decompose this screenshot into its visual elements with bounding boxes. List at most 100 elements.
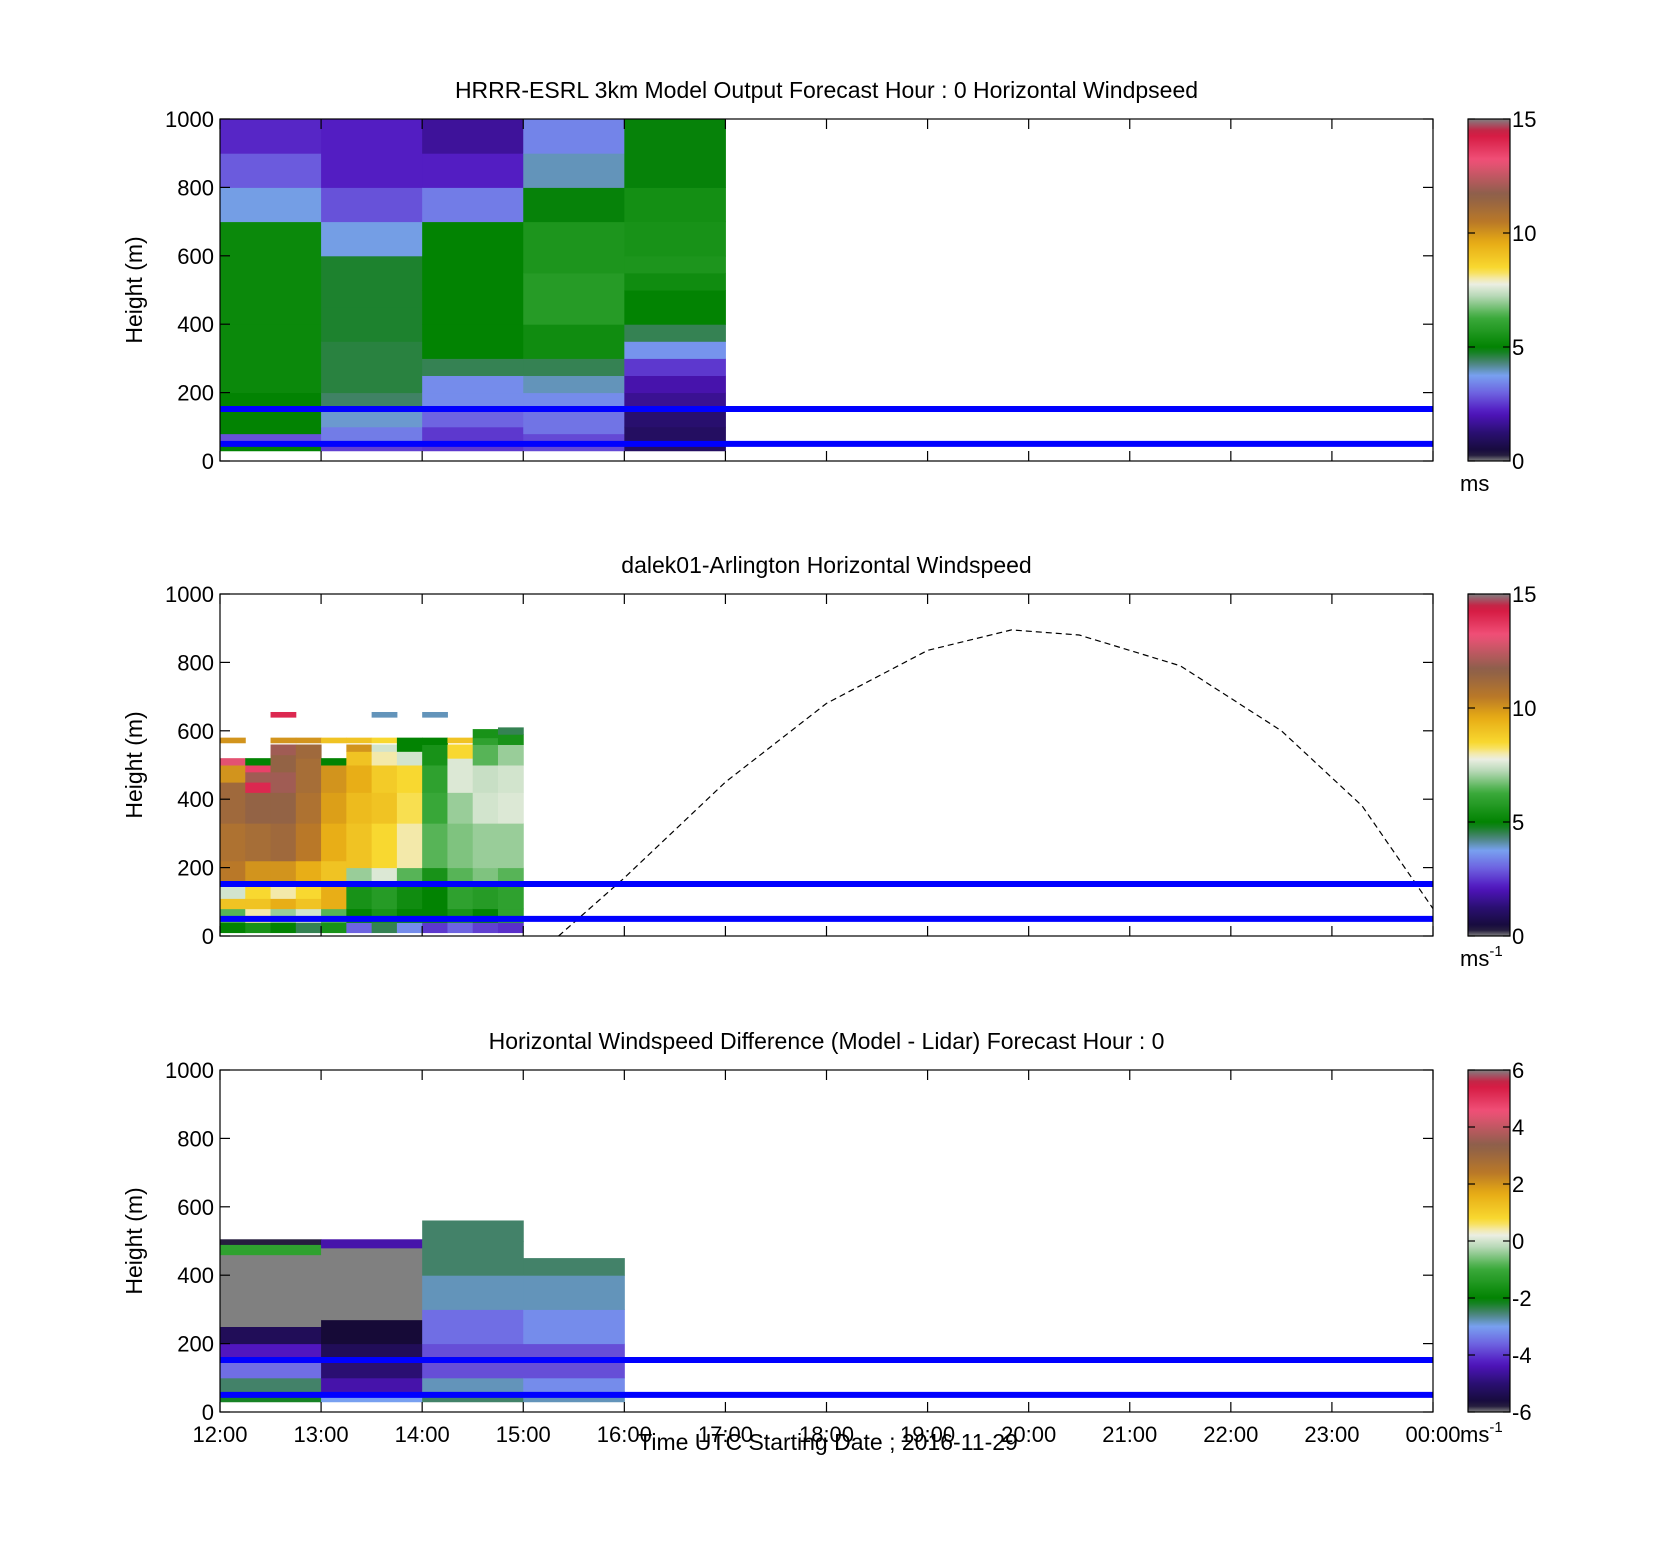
heatmap-cell [472, 765, 499, 793]
heatmap-cell [270, 771, 297, 793]
heatmap-cell [523, 358, 625, 376]
heatmap-cell [422, 765, 448, 793]
heatmap-cell [220, 898, 246, 910]
heatmap-cell [220, 221, 322, 325]
y-tick-label: 400 [177, 1263, 214, 1288]
heatmap-cell [321, 307, 423, 342]
heatmap-cell [321, 255, 423, 308]
heatmap-cell [270, 884, 297, 899]
heatmap-cell [371, 792, 398, 824]
heatmap-cell [624, 221, 726, 257]
heatmap-cell [396, 751, 423, 766]
heatmap-cell [245, 922, 272, 934]
colorbar-unit: ms-1 [1460, 943, 1503, 971]
heatmap-cell [220, 1377, 322, 1392]
heatmap-cell [295, 922, 322, 934]
heatmap-cell [422, 119, 524, 154]
panel-1: HRRR-ESRL 3km Model Output Forecast Hour… [121, 77, 1536, 496]
colorbar-tick-label: 15 [1512, 582, 1536, 607]
heatmap-cell [245, 771, 272, 783]
heatmap-cell [220, 433, 322, 445]
heatmap-cell [624, 392, 726, 411]
heatmap-cell [220, 884, 246, 899]
heatmap-cell [295, 898, 322, 910]
heatmap-cells [220, 711, 524, 934]
heatmap-cell [220, 1360, 322, 1379]
y-tick-label: 1000 [165, 1058, 214, 1083]
heatmap-cell [523, 1258, 625, 1276]
heatmap-cell [270, 898, 297, 910]
heatmap-cell [523, 272, 625, 325]
heatmap-cell [220, 1312, 322, 1327]
heatmap-cell [422, 426, 524, 452]
x-tick-label: 22:00 [1203, 1422, 1258, 1447]
heatmap-cell [295, 744, 322, 759]
heatmap-cell [472, 922, 499, 934]
heatmap-cell [624, 272, 726, 291]
heatmap-cell [447, 792, 474, 824]
heatmap-cell [321, 1360, 423, 1379]
heatmap-cell [321, 119, 423, 188]
panels: HRRR-ESRL 3km Model Output Forecast Hour… [121, 77, 1536, 1447]
heatmap-cell [523, 119, 625, 154]
heatmap-cell [422, 711, 448, 718]
heatmap-cell [321, 443, 423, 452]
heatmap-cell [422, 1220, 524, 1242]
x-tick-label: 20:00 [1001, 1422, 1056, 1447]
heatmap-cell [472, 737, 499, 745]
heatmap-cell [321, 823, 347, 862]
y-axis-label: Height (m) [121, 236, 147, 343]
heatmap-cell [396, 922, 423, 934]
heatmap-cell [422, 392, 524, 411]
heatmap-cell [396, 867, 423, 886]
x-tick-label: 16:00 [597, 1422, 652, 1447]
colorbar-tick-label: 0 [1512, 449, 1524, 474]
colorbar-tick-label: 15 [1512, 107, 1536, 132]
heatmap-cell [523, 221, 625, 274]
heatmap-cell [220, 153, 322, 188]
colorbar-tick-label: 2 [1512, 1172, 1524, 1197]
heatmap-cell [220, 823, 246, 862]
heatmap-cell [220, 119, 322, 154]
colorbar-tick-label: 5 [1512, 335, 1524, 360]
heatmap-cell [220, 324, 322, 394]
heatmap-cell [497, 884, 524, 910]
heatmap-cell [447, 884, 474, 910]
heatmap-cell [422, 187, 524, 223]
heatmap-cell [270, 792, 297, 824]
heatmap-cell [321, 1377, 423, 1392]
heatmap-cell [447, 823, 474, 869]
x-tick-label: 15:00 [496, 1422, 551, 1447]
heatmap-cell [422, 744, 448, 766]
heatmap-cell [270, 823, 297, 862]
x-tick-label: 14:00 [395, 1422, 450, 1447]
colorbar-tick-label: 5 [1512, 810, 1524, 835]
heatmap-cell [245, 823, 272, 862]
heatmap-cell [346, 737, 373, 744]
heatmap-cell [321, 409, 423, 428]
heatmap-cell [220, 187, 322, 223]
panel-title: HRRR-ESRL 3km Model Output Forecast Hour… [455, 77, 1198, 103]
heatmap-cell [371, 765, 398, 793]
heatmap-cell [371, 737, 398, 744]
heatmap-cell [346, 751, 373, 766]
heatmap-cell [371, 867, 398, 886]
heatmap-cell [346, 884, 373, 910]
heatmap-cell [220, 1244, 322, 1256]
y-tick-label: 0 [202, 1400, 214, 1425]
heatmap-cell [321, 737, 347, 744]
heatmap-cell [422, 1241, 524, 1276]
heatmap-cell [295, 758, 322, 793]
x-tick-label: 00:00 [1405, 1422, 1460, 1447]
panel-title: dalek01-Arlington Horizontal Windspeed [621, 552, 1031, 578]
heatmap-cell [321, 765, 347, 793]
heatmap-cell [447, 867, 474, 886]
y-tick-label: 200 [177, 1332, 214, 1357]
heatmap-cell [321, 341, 423, 394]
colorbar [1467, 118, 1511, 462]
heatmap-cell [472, 729, 499, 739]
y-tick-label: 800 [177, 1126, 214, 1151]
heatmap-cell [371, 823, 398, 869]
heatmap-cell [523, 187, 625, 223]
